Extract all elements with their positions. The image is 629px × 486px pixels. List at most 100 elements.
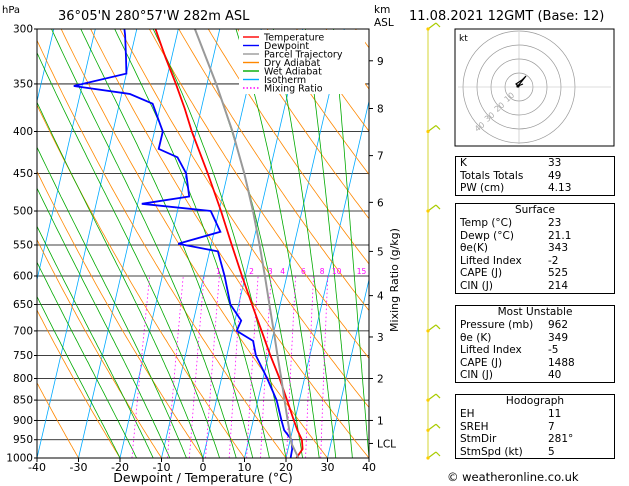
mu-row: CIN (J) 40: [460, 369, 562, 382]
dry-adiabat: [266, 29, 369, 176]
dry-adiabat: [207, 29, 369, 265]
legend-label: Isotherm: [264, 75, 306, 86]
surface-title: Surface: [514, 204, 555, 216]
mixing-ratio-label: 10: [332, 267, 342, 276]
hodo-row: StmDir 281°: [460, 433, 574, 446]
mixing-ratio-label: 2: [249, 267, 254, 276]
wet-adiabat: [37, 295, 121, 458]
mixing-ratio-line: [228, 275, 243, 458]
x-tick-label: 10: [238, 461, 252, 474]
wet-adiabat: [37, 101, 204, 458]
wind-barb: [426, 125, 441, 134]
dry-adiabat: [60, 29, 328, 458]
wet-adiabat: [272, 29, 337, 458]
surface-row: θe(K) 343: [460, 242, 569, 255]
location-title: 36°05'N 280°57'W 282m ASL: [58, 9, 250, 24]
dry-adiabat: [178, 29, 369, 312]
height-tick-label: LCL: [377, 438, 396, 450]
series-parcel-trajectory: [193, 29, 300, 458]
pressure-tick-label: 400: [13, 126, 33, 138]
pressure-tick-label: 950: [13, 434, 33, 446]
x-tick-label: -20: [111, 461, 129, 474]
asl-label: ASL: [374, 17, 394, 29]
legend-label: Dewpoint: [264, 41, 309, 52]
dry-adiabat: [119, 29, 369, 409]
mixing-ratio-label: 1: [216, 267, 221, 276]
x-tick-label: 40: [362, 461, 376, 474]
mu-row: θe (K) 349: [460, 331, 569, 344]
pressure-tick-label: 700: [13, 325, 33, 337]
series-dewpoint: [73, 29, 294, 458]
hodo-row: SREH 7: [460, 420, 555, 433]
wind-barb: [426, 451, 441, 460]
mixing-ratio-line: [189, 275, 205, 458]
wet-adiabat: [37, 225, 154, 458]
wet-adiabat: [305, 29, 353, 458]
legend-label: Wet Adiabat: [264, 67, 322, 78]
mixing-ratio-line: [320, 275, 329, 458]
x-tick-label: 30: [321, 461, 335, 474]
most-unstable-panel: Most Unstable Pressure (mb) 962 θe (K) 349…: [455, 305, 615, 383]
km-label: km: [374, 4, 390, 16]
copyright: © weatheronline.co.uk: [447, 470, 579, 484]
mixing-ratio-axis-title: Mixing Ratio (g/kg): [388, 228, 401, 332]
mixing-ratio-label: 6: [301, 267, 306, 276]
mixing-ratio-label: 15: [357, 267, 367, 276]
wet-adiabat: [80, 29, 254, 458]
isotherm: [244, 29, 345, 458]
surface-row: Lifted Index -2: [460, 254, 559, 267]
storm-motion-marker: [516, 84, 520, 88]
surface-row: Temp (°C) 23: [460, 217, 562, 229]
pressure-tick-label: 1000: [6, 453, 33, 465]
x-tick-label: 20: [279, 461, 293, 474]
pressure-tick-label: 850: [13, 395, 33, 407]
hodo-row: EH 11: [460, 408, 562, 420]
height-tick-label: 2: [377, 373, 384, 385]
x-axis-title: Dewpoint / Temperature (°C): [113, 470, 292, 485]
wind-barb: [426, 22, 441, 31]
dry-adiabat: [37, 309, 121, 458]
height-tick-label: 1: [377, 415, 384, 427]
height-tick-label: 3: [377, 332, 384, 344]
mu-row: CAPE (J) 1488: [460, 356, 575, 369]
wet-adiabat: [235, 29, 320, 458]
wet-adiabat: [37, 51, 220, 458]
height-tick-label: 8: [377, 104, 384, 116]
dry-adiabat: [37, 39, 287, 458]
isotherm: [78, 29, 179, 458]
dry-adiabat: [37, 382, 79, 458]
dry-adiabat: [37, 238, 162, 458]
x-tick-label: -40: [28, 461, 46, 474]
legend-label: Temperature: [263, 33, 324, 44]
pressure-tick-label: 300: [13, 24, 33, 36]
mixing-ratio-line: [205, 275, 220, 458]
x-tick-label: -10: [153, 461, 171, 474]
hodograph-unit-label: kt: [459, 34, 468, 44]
wet-adiabat: [37, 146, 187, 458]
mixing-ratio-label: 8: [320, 267, 325, 276]
mu-row: Lifted Index -5: [460, 344, 559, 357]
isotherm: [285, 99, 369, 458]
pressure-tick-label: 550: [13, 239, 33, 251]
pressure-unit-label: hPa: [2, 5, 20, 16]
legend-label: Mixing Ratio: [264, 84, 323, 95]
surface-row: Dewp (°C) 21.1: [460, 229, 572, 242]
wind-barb: [426, 204, 441, 213]
isotherm: [327, 277, 369, 458]
index-totals: Totals Totals 49: [460, 169, 562, 182]
mixing-ratio-line: [167, 275, 184, 458]
x-tick-label: -30: [70, 461, 88, 474]
pressure-tick-label: 750: [13, 350, 33, 362]
wind-barb: [426, 393, 441, 402]
index-pw: PW (cm) 4.13: [460, 182, 572, 195]
hodograph-stats-panel: Hodograph EH 11 SREH 7 StmDir 281° StmSpd (…: [455, 394, 615, 460]
dry-adiabat: [37, 104, 245, 458]
isotherm: [202, 29, 304, 458]
pressure-tick-label: 600: [13, 270, 33, 282]
pressure-tick-label: 800: [13, 373, 33, 385]
height-tick-label: 7: [377, 151, 384, 163]
series-temperature: [154, 29, 304, 458]
wet-adiabat: [37, 261, 137, 458]
dry-adiabat: [237, 29, 369, 220]
